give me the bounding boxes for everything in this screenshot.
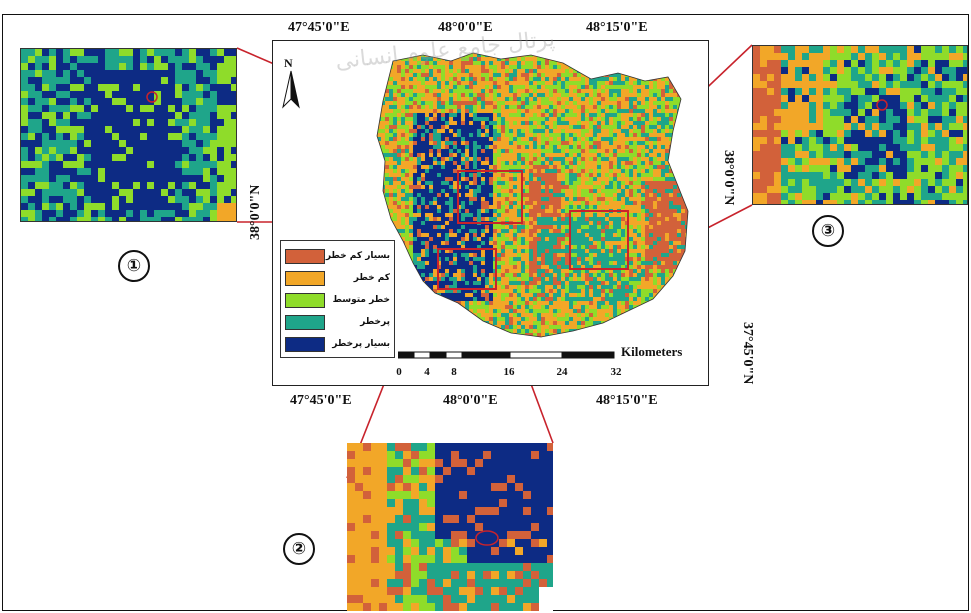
- inset-2-number: ②: [283, 533, 315, 565]
- legend-swatch: [285, 314, 325, 330]
- legend-item: خطر متوسط: [285, 289, 390, 311]
- legend-label: خطر متوسط: [332, 295, 390, 305]
- legend: بسیار کم خطر کم خطر خطر متوسط پرخطر بسیا…: [280, 240, 395, 358]
- coord-top-2: 48°0'0"E: [438, 20, 493, 35]
- legend-swatch: [285, 336, 325, 352]
- box-1: [457, 170, 523, 224]
- legend-label: بسیار کم خطر: [325, 251, 390, 261]
- scale-tick: 4: [424, 366, 430, 378]
- legend-item: بسیار کم خطر: [285, 245, 390, 267]
- north-arrow-icon: N: [282, 56, 300, 109]
- scale-tick: 16: [503, 366, 515, 378]
- coord-top-1: 47°45'0"E: [288, 20, 350, 35]
- main-map-canvas: [376, 52, 689, 338]
- scale-tick: 32: [610, 366, 622, 378]
- inset-1-map[interactable]: [20, 48, 237, 222]
- legend-swatch: [285, 248, 325, 264]
- scale-tick: 24: [556, 366, 568, 378]
- sample-point-marker: [475, 530, 499, 546]
- sample-point-marker: [876, 99, 888, 111]
- inset-2-map[interactable]: [347, 443, 553, 611]
- coord-bottom-1: 47°45'0"E: [290, 393, 352, 408]
- coord-right-2: 37°45'0"N: [740, 322, 755, 385]
- coord-right-1: 38°0'0"N: [721, 150, 736, 206]
- legend-item: کم خطر: [285, 267, 390, 289]
- inset-1-number: ①: [118, 250, 150, 282]
- legend-item: پرخطر: [285, 311, 390, 333]
- coord-top-3: 48°15'0"E: [586, 20, 648, 35]
- scale-tick: 0: [396, 366, 402, 378]
- legend-label: بسیار پرخطر: [332, 339, 390, 349]
- scale-unit: Kilometers: [621, 344, 683, 359]
- legend-swatch: [285, 292, 325, 308]
- box-3: [569, 210, 629, 270]
- box-2: [437, 248, 497, 290]
- legend-swatch: [285, 270, 325, 286]
- inset-3-number: ③: [812, 215, 844, 247]
- legend-label: کم خطر: [353, 273, 390, 283]
- coord-bottom-2: 48°0'0"E: [443, 393, 498, 408]
- inset-3-map[interactable]: [752, 45, 968, 205]
- legend-label: پرخطر: [360, 317, 390, 327]
- scale-bar: [398, 351, 615, 359]
- coord-left-1: 38°0'0"N: [248, 184, 263, 240]
- legend-item: بسیار پرخطر: [285, 333, 390, 355]
- scale-tick: 8: [451, 366, 457, 378]
- sample-point-marker: [146, 91, 158, 103]
- coord-bottom-3: 48°15'0"E: [596, 393, 658, 408]
